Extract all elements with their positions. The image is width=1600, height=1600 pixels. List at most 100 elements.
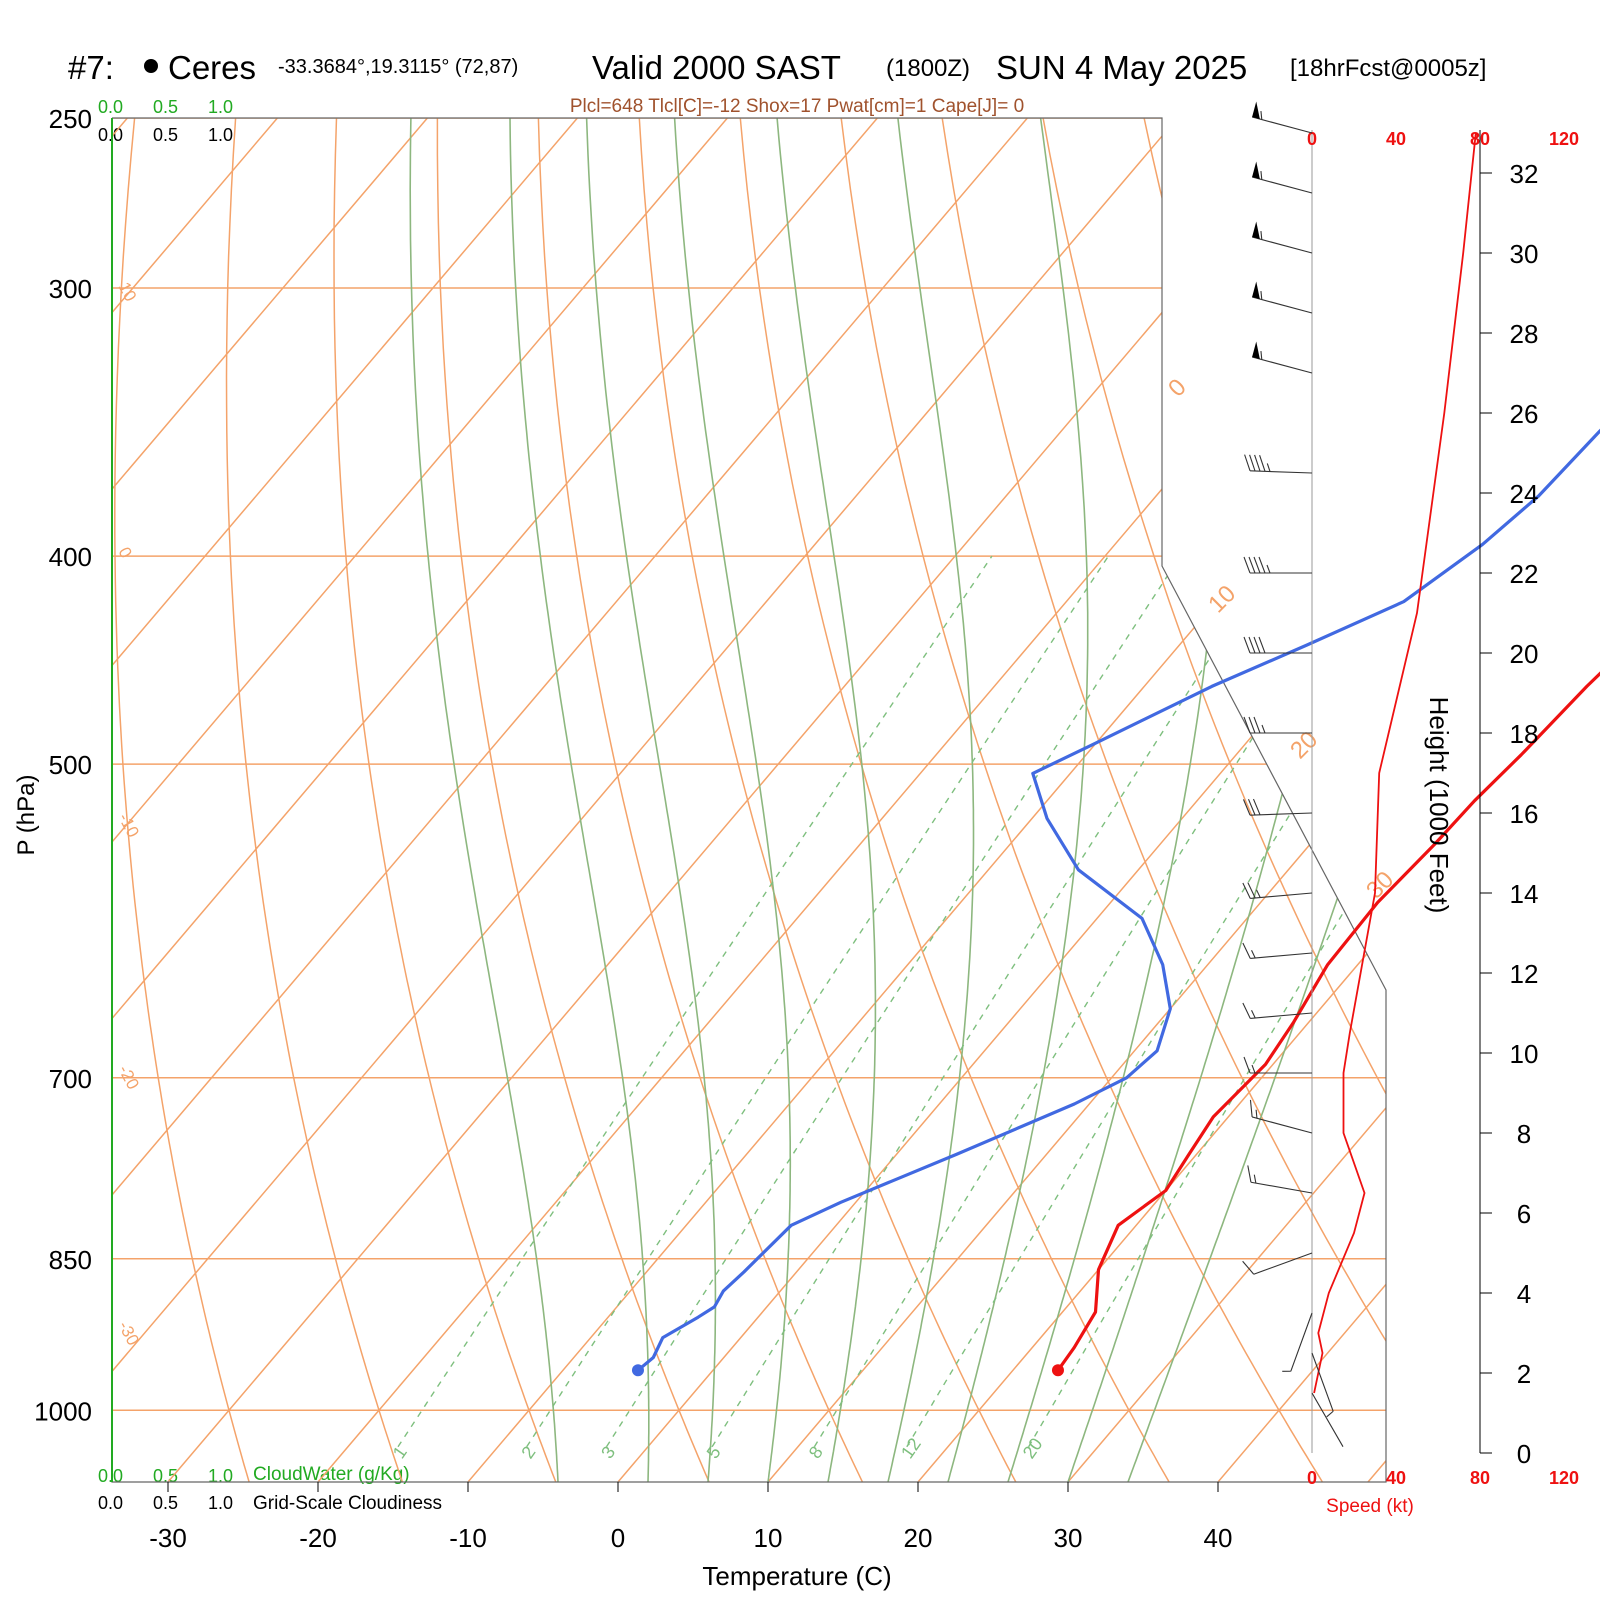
cloud-scale: 0.0 0.5 1.0 0.0 0.5 1.0 0.0 0.5 1.0 Clou… [98, 97, 442, 1514]
p-tick-label: 300 [49, 274, 92, 304]
wind-barb-half-flag [1251, 1010, 1256, 1019]
isotherm-40 [1217, 118, 1386, 1482]
wind-barb-pennant [1252, 161, 1260, 180]
wind-barb-flag [1253, 556, 1261, 574]
wind-barb-flag [1242, 1002, 1251, 1019]
wind-barb-staff [1250, 1181, 1313, 1194]
cloudwater-label: CloudWater (g/Kg) [253, 1464, 410, 1485]
cloud-scale-top-black-2: 1.0 [208, 125, 233, 145]
speed-tick-label-top: 40 [1386, 129, 1406, 149]
wind-barb-flag [1253, 636, 1261, 654]
p-tick-label: 700 [49, 1064, 92, 1094]
wind-barb-staff [1251, 1116, 1313, 1134]
height-tick-label: 14 [1510, 879, 1539, 909]
height-tick-label: 4 [1517, 1279, 1531, 1309]
p-tick-label: 500 [49, 750, 92, 780]
dry-adiabat-label: -30 [114, 1318, 142, 1349]
dry-adiabat-label: -10 [114, 810, 142, 841]
moist-adiabat-14 [776, 118, 877, 1482]
p-tick-label: 400 [49, 542, 92, 572]
mixing-ratio-line-8 [813, 555, 1368, 1448]
dry-adiabat-0 [436, 118, 710, 1482]
height-axis-title: Height (1000 Feet) [1424, 697, 1454, 914]
wind-barb-staff [1251, 116, 1313, 134]
wind-barb-flag [1243, 716, 1251, 734]
dry-adiabat-10 [537, 118, 864, 1482]
height-tick-label: 16 [1510, 799, 1539, 829]
speed-tick-label-top: 80 [1470, 129, 1490, 149]
cloud-scale-top-green-0: 0.0 [98, 97, 123, 117]
wind-barb-flag [1247, 882, 1256, 899]
station-id: #7: [68, 49, 114, 86]
background-lines [112, 118, 1386, 1482]
wind-barb-pennant [1252, 101, 1260, 120]
wind-barb-flag [1247, 1165, 1252, 1183]
x-tick-label: 30 [1054, 1523, 1083, 1553]
isotherm-50 [1367, 118, 1386, 1482]
cloud-scale-top-green-1: 0.5 [153, 97, 178, 117]
isotherm-0 [617, 118, 1386, 1482]
wind-barb-staff [1250, 892, 1313, 899]
cloud-scale-bottom-black-0: 0.0 [98, 1493, 123, 1513]
isotherm--70 [112, 118, 728, 1482]
isotherm--90 [112, 118, 428, 1482]
wind-barb-staff [1311, 1392, 1344, 1447]
valid-time: Valid 2000 SAST [592, 49, 841, 86]
isotherm--100 [112, 118, 278, 1482]
wind-barb-flag [1244, 454, 1251, 472]
mixing-ratio-line-5 [711, 555, 1276, 1448]
dry-adiabat-label: 0 [114, 544, 135, 561]
x-tick-label: -20 [299, 1523, 337, 1553]
height-tick-label: 26 [1510, 399, 1539, 429]
cloud-scale-bottom-green-1: 0.5 [153, 1466, 178, 1486]
mixing-ratio-label: 12 [897, 1434, 925, 1462]
wind-barb-flag [1243, 1056, 1251, 1074]
dry-adiabat-80 [1244, 118, 1386, 1482]
x-tick-label: 20 [904, 1523, 933, 1553]
wind-barb-half-flag [1260, 290, 1263, 300]
wind-barb-flag [1242, 799, 1251, 816]
wind-barb-flag [1254, 454, 1261, 472]
y-axis-title: P (hPa) [13, 775, 40, 856]
cloud-scale-bottom-black-2: 1.0 [208, 1493, 233, 1513]
wind-barb-pennant [1252, 341, 1260, 360]
cloud-scale-top-black-1: 0.5 [153, 125, 178, 145]
moist-adiabat-22 [947, 118, 1089, 1482]
wind-barb-staff [1251, 296, 1313, 314]
wind-barb-flag [1242, 942, 1251, 959]
wind-barb-flag [1258, 636, 1266, 654]
dry-adiabat-50 [941, 118, 1386, 1482]
wind-barb-pennant [1252, 281, 1260, 300]
wind-barb-staff [1253, 1252, 1313, 1275]
wind-barb-flag [1242, 882, 1251, 899]
dry-adiabat-60 [1042, 118, 1386, 1482]
p-tick-label: 1000 [34, 1396, 92, 1426]
height-tick-label: 12 [1510, 959, 1539, 989]
dry-adiabat--20 [225, 118, 404, 1482]
mixing-ratio-label: 2 [517, 1442, 539, 1462]
speed-tick-label-bottom: 0 [1307, 1468, 1317, 1488]
temperature-surface-marker [1051, 1364, 1064, 1377]
wind-barb-staff [1290, 1312, 1313, 1372]
mixing-ratio-line-2 [526, 555, 1109, 1448]
height-tick-label: 22 [1510, 559, 1539, 589]
valid-date: SUN 4 May 2025 [996, 49, 1247, 86]
valid-utc: (1800Z) [886, 55, 970, 82]
dry-adiabat--30 [114, 118, 250, 1482]
mixing-ratio-label: 20 [1019, 1434, 1047, 1462]
station-marker [144, 59, 158, 73]
wind-barb-staff [1251, 236, 1313, 254]
isotherm-label: 10 [1203, 580, 1241, 618]
moist-adiabat-2 [509, 118, 650, 1482]
mixing-ratio-line-1 [397, 555, 993, 1448]
p-tick-label: 250 [49, 104, 92, 134]
dewpoint-line [636, 428, 1600, 1372]
station-name: Ceres [168, 49, 256, 86]
height-tick-label: 6 [1517, 1199, 1531, 1229]
cloud-scale-bottom-black-1: 0.5 [153, 1493, 178, 1513]
wind-barb-staff [1250, 1012, 1313, 1019]
height-tick-label: 2 [1517, 1359, 1531, 1389]
moist-adiabat-34 [1127, 118, 1386, 1482]
stability-indices: Plcl=648 Tlcl[C]=-12 Shox=17 Pwat[cm]=1 … [570, 96, 1024, 117]
